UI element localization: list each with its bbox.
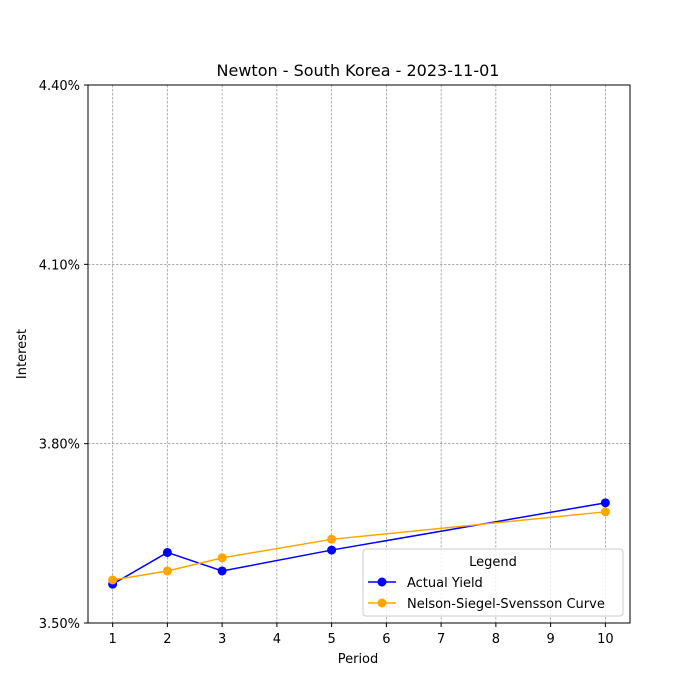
- series-layer: [108, 498, 610, 589]
- x-tick-label: 9: [546, 632, 554, 647]
- x-tick-label: 4: [273, 632, 281, 647]
- legend-dot-actual-yield: [377, 577, 387, 587]
- y-tick-label: 4.10%: [39, 258, 80, 273]
- x-tick-label: 6: [382, 632, 390, 647]
- legend-label-actual-yield: Actual Yield: [407, 576, 483, 591]
- y-tick-label: 4.40%: [39, 79, 80, 94]
- x-tick-label: 1: [108, 632, 116, 647]
- x-tick-label: 8: [492, 632, 500, 647]
- legend-dot-nss-curve: [377, 598, 387, 608]
- legend-label-nss-curve: Nelson-Siegel-Svensson Curve: [407, 597, 605, 612]
- x-tick-label: 3: [218, 632, 226, 647]
- grid-layer: [88, 85, 630, 623]
- legend-title: Legend: [469, 555, 517, 570]
- data-point-nss-curve: [108, 575, 118, 585]
- plot-frame: [87, 84, 631, 624]
- data-point-nss-curve: [327, 534, 337, 544]
- x-tick-label: 5: [327, 632, 335, 647]
- data-point-actual-yield: [327, 545, 337, 555]
- data-point-actual-yield: [600, 498, 610, 508]
- x-tick-label: 10: [597, 632, 614, 647]
- x-tick-label: 7: [437, 632, 445, 647]
- chart-title: Newton - South Korea - 2023-11-01: [217, 61, 500, 80]
- y-tick-label: 3.50%: [39, 617, 80, 632]
- tick-layer: 1 2 3 4 5 6 7 8 9 10 3.50% 3.80% 4.10% 4.40%: [39, 79, 614, 647]
- x-axis-label: Period: [338, 652, 379, 667]
- data-point-nss-curve: [600, 507, 610, 517]
- data-point-actual-yield: [162, 547, 172, 557]
- data-point-actual-yield: [217, 566, 227, 576]
- data-point-nss-curve: [217, 553, 227, 563]
- y-axis-label: Interest: [15, 329, 30, 379]
- legend-box: [362, 548, 624, 617]
- y-tick-label: 3.80%: [39, 438, 80, 453]
- data-point-nss-curve: [162, 566, 172, 576]
- x-tick-label: 2: [163, 632, 171, 647]
- legend: Legend Actual Yield Nelson-Siegel-Svenss…: [362, 548, 624, 617]
